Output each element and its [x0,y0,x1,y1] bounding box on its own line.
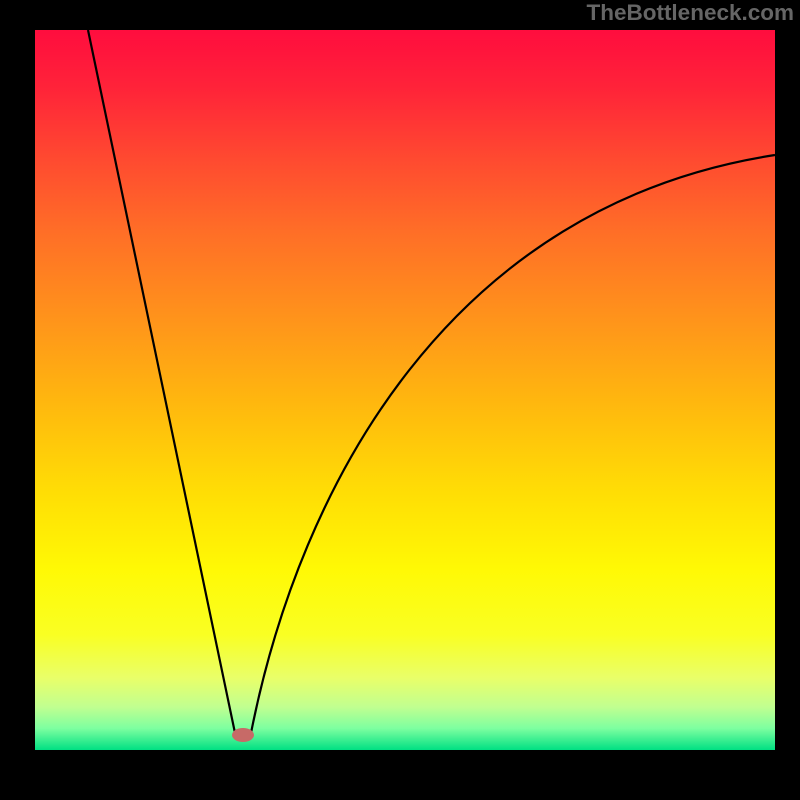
watermark-text: TheBottleneck.com [586,0,794,26]
plot-gradient-background [35,30,775,750]
minimum-marker [232,728,254,742]
bottleneck-curve-chart [0,0,800,800]
chart-stage: TheBottleneck.com [0,0,800,800]
